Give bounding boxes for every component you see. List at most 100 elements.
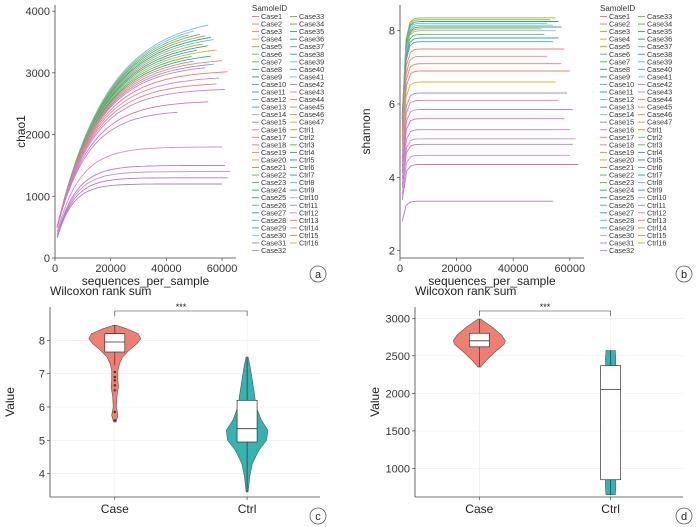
legend-label-b: Case41 bbox=[647, 72, 672, 81]
outlier-point-c bbox=[113, 419, 117, 422]
legend-label-a: Case15 bbox=[261, 118, 286, 127]
legend-label-a: Case33 bbox=[299, 12, 324, 21]
y-tick-label-b: 8 bbox=[389, 26, 395, 38]
legend-label-b: Ctrl10 bbox=[647, 193, 666, 202]
rarefaction-curve-b-19 bbox=[401, 118, 565, 173]
panel-letter-circle-c bbox=[309, 507, 327, 525]
rarefaction-curve-b-24 bbox=[401, 164, 579, 200]
rarefaction-curve-b-10 bbox=[401, 41, 553, 128]
legend-title-a: SamoleID bbox=[252, 4, 287, 13]
legend-label-a: Ctrl1 bbox=[299, 125, 314, 134]
y-axis-title-c: Value bbox=[3, 387, 17, 417]
y-tick-label-a: 3000 bbox=[26, 68, 50, 80]
legend-label-a: Case24 bbox=[261, 186, 286, 195]
legend-label-a: Case37 bbox=[299, 42, 324, 51]
legend-label-b: Case4 bbox=[609, 35, 630, 44]
x-tick-label-a: 0 bbox=[52, 263, 58, 275]
outlier-point-c bbox=[113, 379, 117, 382]
rarefaction-curve-b-6 bbox=[401, 28, 542, 121]
rarefaction-curve-a-12 bbox=[56, 55, 211, 228]
y-tick-label-b: 4 bbox=[389, 172, 395, 184]
legend-label-b: Case18 bbox=[609, 140, 634, 149]
legend-label-a: Case39 bbox=[299, 57, 324, 66]
y-axis-title-a: chao1 bbox=[14, 115, 28, 148]
panel-letter-d: d bbox=[681, 511, 687, 523]
legend-label-b: Ctrl5 bbox=[647, 155, 662, 164]
legend-label-b: Case47 bbox=[647, 118, 672, 127]
rarefaction-curve-b-25 bbox=[401, 200, 553, 222]
panel-letter-c: c bbox=[315, 511, 321, 523]
legend-label-b: Ctrl14 bbox=[647, 223, 666, 232]
rarefaction-curve-b-13 bbox=[401, 63, 562, 141]
y-axis-title-b: shannon bbox=[359, 108, 373, 154]
rarefaction-curve-b-11 bbox=[401, 48, 565, 132]
panel-letter-circle-d bbox=[675, 507, 693, 525]
rarefaction-curve-a-23 bbox=[56, 146, 223, 233]
legend-label-b: Case17 bbox=[609, 133, 634, 142]
legend-label-b: Case13 bbox=[609, 103, 634, 112]
x-axis-title-b: sequences_per_sample bbox=[428, 274, 556, 288]
legend-title-b: SamoleID bbox=[600, 4, 635, 13]
legend-label-b: Case39 bbox=[647, 57, 672, 66]
legend-label-a: Case2 bbox=[261, 20, 282, 29]
rarefaction-curve-b-22 bbox=[401, 143, 573, 189]
legend-label-b: Case46 bbox=[647, 110, 672, 119]
y-tick-label-d: 2500 bbox=[386, 351, 410, 363]
legend-label-b: Case9 bbox=[609, 72, 630, 81]
legend-label-b: Case44 bbox=[647, 95, 672, 104]
panel-title-c: Wilcoxon rank sum bbox=[50, 284, 151, 298]
x-tick-label-b: 60000 bbox=[555, 263, 586, 275]
significance-bracket-c bbox=[114, 310, 248, 316]
legend-label-b: Case33 bbox=[647, 12, 672, 21]
legend-label-a: Ctrl6 bbox=[299, 163, 314, 172]
rarefaction-curve-a-16 bbox=[56, 67, 206, 228]
rarefaction-curve-b-17 bbox=[401, 99, 559, 163]
rarefaction-curve-b-8 bbox=[401, 33, 545, 124]
legend-label-b: Case1 bbox=[609, 12, 630, 21]
legend-label-a: Ctrl15 bbox=[299, 231, 318, 240]
legend-label-b: Case45 bbox=[647, 103, 672, 112]
panel-letter-circle-a bbox=[309, 265, 327, 283]
x-category-label-d-Ctrl: Ctrl bbox=[601, 502, 620, 516]
legend-label-a: Case5 bbox=[261, 42, 282, 51]
rarefaction-curve-a-27 bbox=[56, 183, 223, 239]
y-tick-label-c: 4 bbox=[39, 469, 45, 481]
rarefaction-curve-b-3 bbox=[401, 22, 548, 117]
legend-label-a: Case30 bbox=[261, 231, 286, 240]
legend-label-a: Case10 bbox=[261, 80, 286, 89]
legend-label-b: Case7 bbox=[609, 57, 630, 66]
legend-label-a: Case21 bbox=[261, 163, 286, 172]
significance-stars-d: *** bbox=[540, 302, 551, 312]
legend-label-b: Ctrl16 bbox=[647, 239, 666, 248]
legend-label-b: Case22 bbox=[609, 171, 634, 180]
legend-label-b: Ctrl3 bbox=[647, 140, 662, 149]
legend-label-a: Case3 bbox=[261, 27, 282, 36]
y-tick-label-c: 8 bbox=[39, 335, 45, 347]
rarefaction-curve-a-19 bbox=[56, 83, 217, 228]
y-tick-label-a: 2000 bbox=[26, 130, 50, 142]
legend-label-b: Ctrl11 bbox=[647, 201, 666, 210]
legend-label-a: Case20 bbox=[261, 155, 286, 164]
y-tick-label-d: 1000 bbox=[386, 463, 410, 475]
legend-label-b: Ctrl8 bbox=[647, 178, 662, 187]
legend-label-b: Case16 bbox=[609, 125, 634, 134]
legend-label-b: Ctrl12 bbox=[647, 208, 666, 217]
legend-label-a: Case41 bbox=[299, 72, 324, 81]
legend-label-a: Case13 bbox=[261, 103, 286, 112]
legend-label-a: Case11 bbox=[261, 88, 286, 97]
legend-label-b: Ctrl1 bbox=[647, 125, 662, 134]
panel-letter-b: b bbox=[681, 269, 687, 281]
legend-label-a: Case4 bbox=[261, 35, 282, 44]
boxplot-box-c-Ctrl bbox=[236, 399, 258, 443]
legend-label-b: Ctrl2 bbox=[647, 133, 662, 142]
y-tick-label-a: 4000 bbox=[26, 6, 50, 18]
rarefaction-curve-b-15 bbox=[401, 81, 556, 152]
legend-label-a: Case34 bbox=[299, 20, 324, 29]
rarefaction-curve-a-17 bbox=[56, 71, 228, 228]
rarefaction-curve-b-7 bbox=[401, 30, 556, 122]
outlier-point-c bbox=[113, 410, 117, 414]
rarefaction-curve-a-15 bbox=[56, 63, 214, 228]
outlier-point-c bbox=[113, 370, 117, 374]
rarefaction-curve-a-2 bbox=[56, 34, 189, 228]
